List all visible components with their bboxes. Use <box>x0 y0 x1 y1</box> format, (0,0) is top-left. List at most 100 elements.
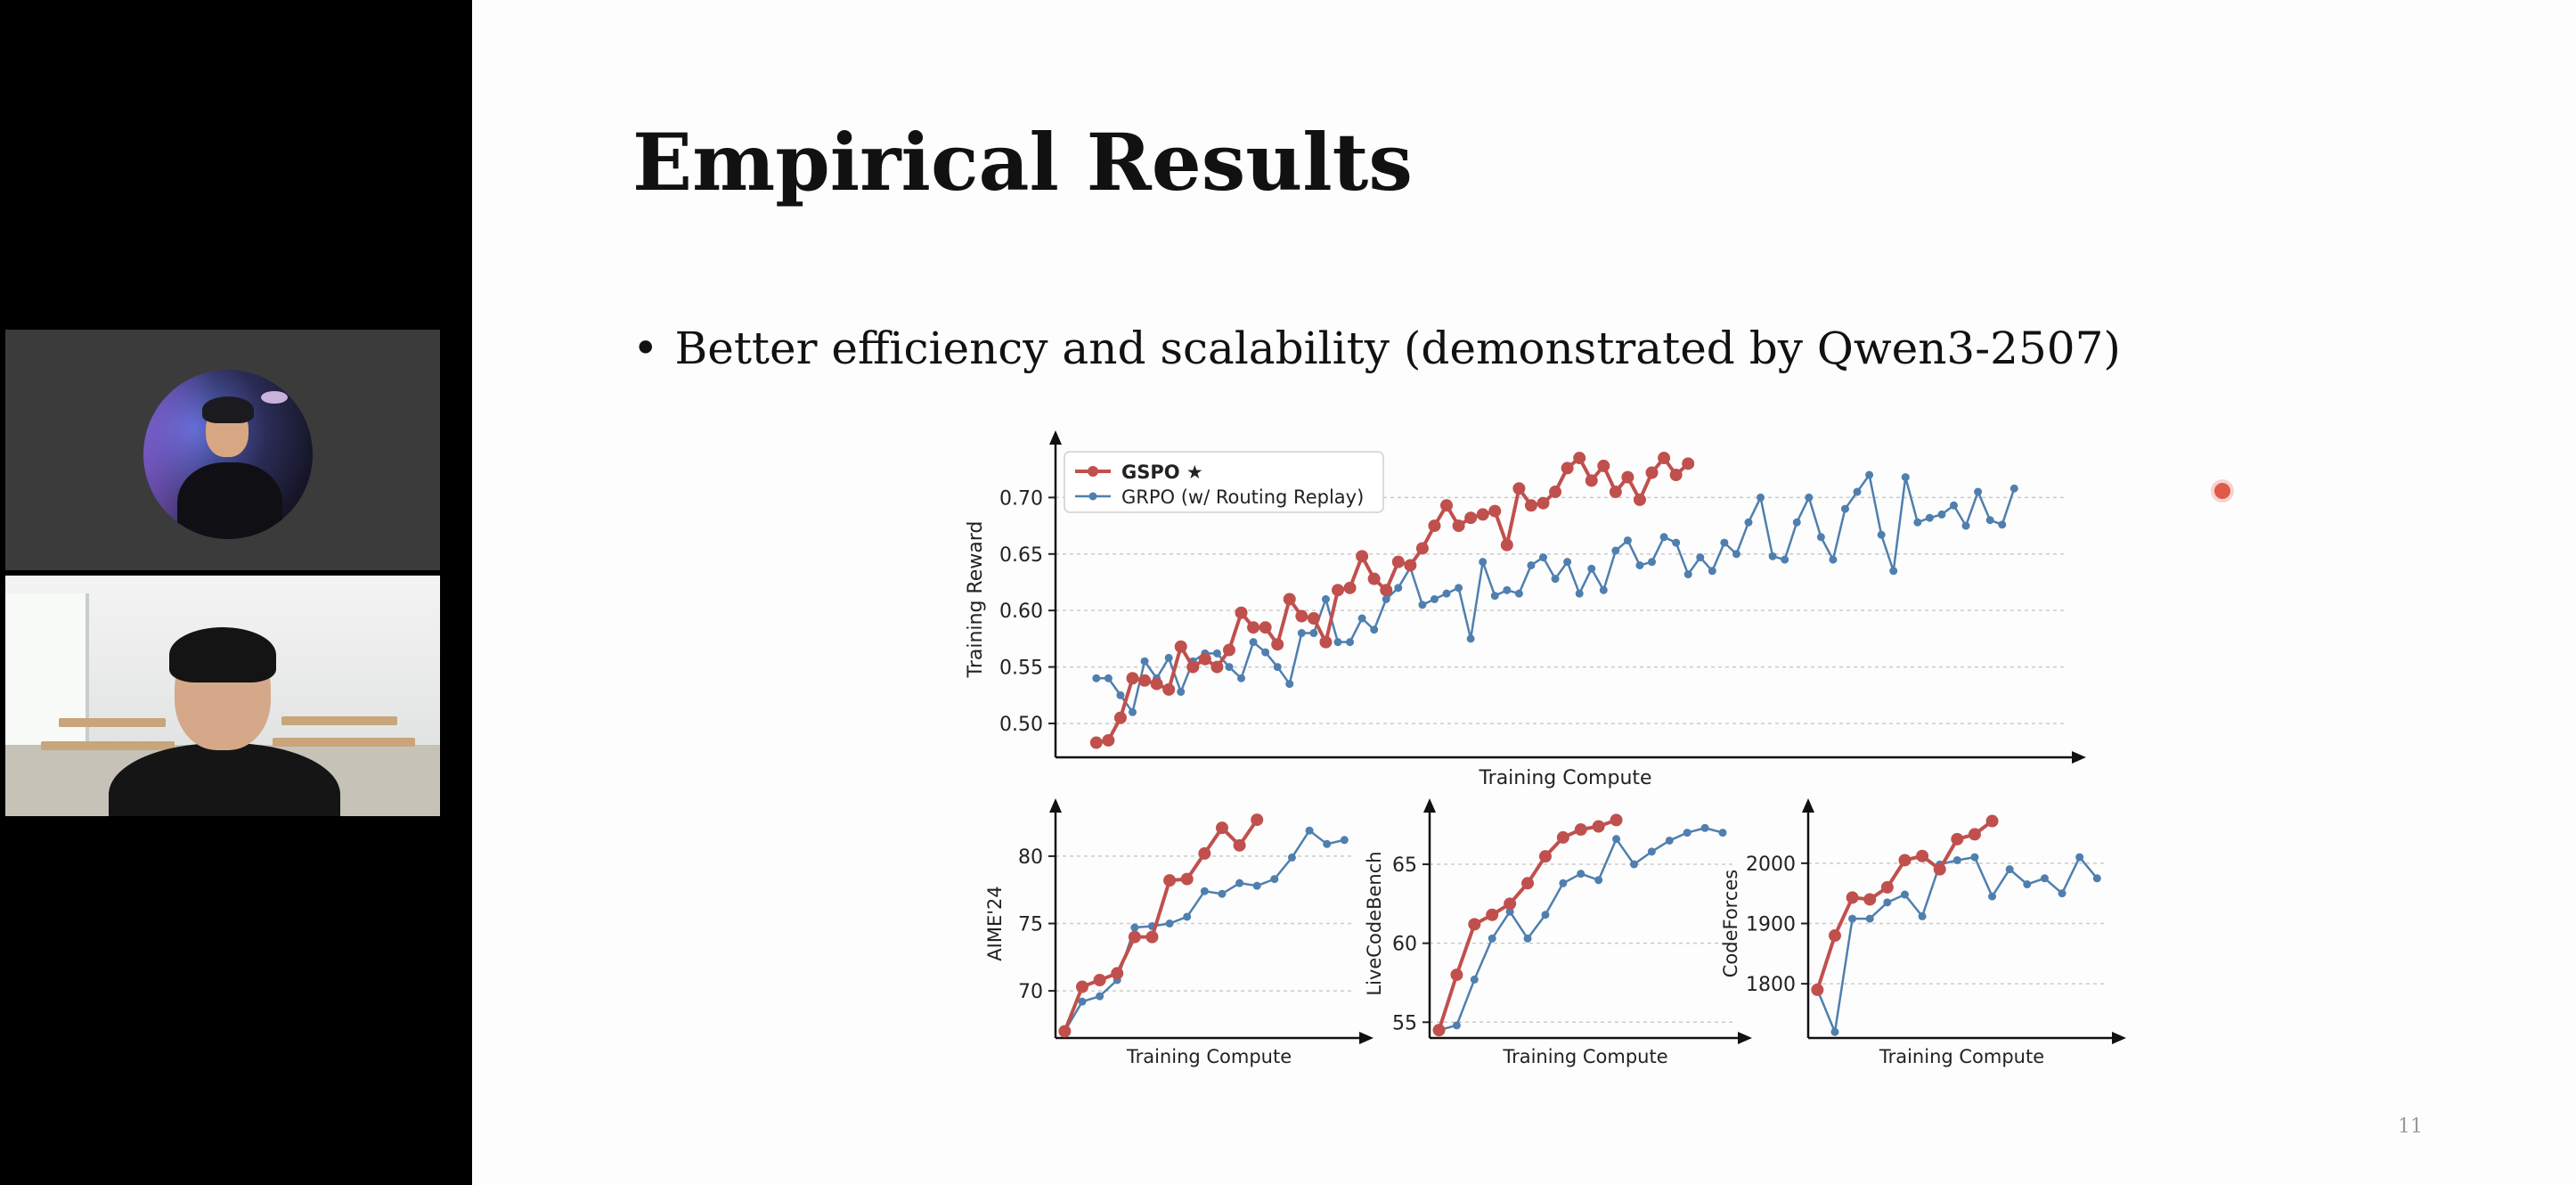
main-gspo-point <box>1186 660 1200 674</box>
main-grpo-point <box>1116 691 1125 699</box>
main-ytick-label: 0.55 <box>999 658 1043 680</box>
aime-grpo-point <box>1078 997 1087 1006</box>
main-ytick-label: 0.60 <box>999 601 1043 623</box>
aime-gspo-point <box>1075 980 1088 993</box>
main-grpo-point <box>1538 553 1547 562</box>
codeforces-gspo-point <box>1863 893 1877 906</box>
camera-desk <box>281 716 397 725</box>
livecode-grpo-point <box>1488 934 1496 943</box>
codeforces-gspo-point <box>1916 849 1929 862</box>
main-grpo-point <box>1455 584 1463 592</box>
livecode-grpo-series-line <box>1439 827 1724 1032</box>
main-gspo-point <box>1331 584 1344 597</box>
aime-gspo-point <box>1093 973 1106 986</box>
codeforces-gspo-point <box>1898 854 1912 867</box>
codeforces-gspo-point <box>1828 929 1841 943</box>
main-gspo-point <box>1561 462 1574 475</box>
livecode-grpo-point <box>1470 975 1479 984</box>
aime-gspo-point <box>1251 813 1264 827</box>
aime-gspo-point <box>1215 821 1228 835</box>
main-gspo-point <box>1585 474 1598 487</box>
main-gspo-point <box>1645 466 1659 479</box>
main-grpo-point <box>1225 663 1234 672</box>
aime-grpo-point <box>1165 919 1174 928</box>
main-grpo-point <box>1394 584 1403 592</box>
aime-grpo-point <box>1130 923 1139 932</box>
main-grpo-point <box>1563 558 1572 567</box>
main-grpo-point <box>1357 614 1366 623</box>
participant-tile-camera[interactable] <box>5 576 440 816</box>
main-gspo-point <box>1174 640 1187 653</box>
main-gspo-point <box>1452 519 1465 533</box>
main-grpo-point <box>1877 530 1886 539</box>
codeforces-ytick-label: 1900 <box>1746 914 1796 936</box>
aime-grpo-point <box>1218 889 1227 898</box>
main-grpo-point <box>1370 625 1379 634</box>
codeforces-x-axis-label: Training Compute <box>1879 1046 2044 1067</box>
camera-desk <box>41 741 175 750</box>
codeforces-grpo-point <box>1883 898 1892 907</box>
aime-grpo-point <box>1096 992 1105 1001</box>
codeforces-grpo-point <box>1918 911 1927 920</box>
livecode-grpo-point <box>1452 1021 1461 1030</box>
main-gspo-point <box>1247 621 1260 634</box>
main-gspo-point <box>1138 674 1152 687</box>
main-grpo-point <box>1587 564 1596 573</box>
main-gspo-point <box>1500 538 1513 552</box>
main-grpo-point <box>1889 567 1898 576</box>
main-grpo-point <box>1418 601 1427 609</box>
main-gspo-point <box>1573 452 1586 465</box>
codeforces-grpo-point <box>1865 914 1874 923</box>
main-gspo-point <box>1102 733 1115 747</box>
main-gspo-point <box>1669 469 1683 482</box>
avatar-torso <box>177 462 282 539</box>
codeforces-x-axis-arrow <box>2112 1032 2126 1044</box>
aime-ytick-label: 75 <box>1018 914 1043 936</box>
main-grpo-point <box>1937 510 1946 519</box>
main-grpo-point <box>1853 487 1862 496</box>
codeforces-grpo-point <box>1970 853 1979 862</box>
main-grpo-point <box>2009 484 2018 493</box>
codeforces-grpo-point <box>1952 855 1961 864</box>
codeforces-gspo-series-line <box>1815 819 1993 991</box>
codeforces-gspo-point <box>1968 828 1981 841</box>
livecode-gspo-point <box>1521 877 1535 890</box>
aime-grpo-point <box>1340 836 1349 845</box>
codeforces-grpo-point <box>2040 874 2049 883</box>
livecode-gspo-point <box>1610 813 1623 827</box>
legend-gspo-label: GSPO ★ <box>1121 462 1203 483</box>
aime-grpo-point <box>1200 887 1209 895</box>
aime-grpo-point <box>1183 912 1192 921</box>
aime-gspo-point <box>1111 967 1124 980</box>
main-grpo-point <box>1237 674 1246 682</box>
livecode-gspo-point <box>1432 1024 1446 1037</box>
main-gspo-point <box>1404 559 1417 572</box>
main-grpo-point <box>1442 589 1451 598</box>
main-grpo-point <box>1140 657 1149 666</box>
codeforces-gspo-point <box>1951 832 1964 846</box>
main-grpo-point <box>1249 638 1258 647</box>
main-gspo-point <box>1380 584 1393 597</box>
main-grpo-point <box>1599 585 1608 594</box>
main-gspo-point <box>1633 493 1646 506</box>
livecode-gspo-point <box>1450 968 1463 982</box>
main-gspo-point <box>1343 581 1357 594</box>
main-grpo-point <box>1998 520 2007 529</box>
livecode-grpo-point <box>1665 836 1674 845</box>
main-grpo-point <box>1503 585 1512 594</box>
main-grpo-point <box>1128 707 1137 716</box>
main-grpo-point <box>1261 648 1270 657</box>
main-grpo-point <box>1913 518 1922 527</box>
main-gspo-point <box>1222 643 1235 657</box>
main-grpo-point <box>1816 533 1825 542</box>
main-gspo-point <box>1089 736 1103 749</box>
livecode-gspo-point <box>1556 830 1569 844</box>
aime-gspo-point <box>1198 846 1211 860</box>
main-grpo-point <box>1527 560 1536 569</box>
main-gspo-point <box>1198 652 1211 666</box>
participant-tile-avatar[interactable] <box>5 330 440 570</box>
livecode-gspo-point <box>1468 918 1481 931</box>
main-grpo-point <box>1321 595 1330 603</box>
aime-gspo-point <box>1233 838 1246 852</box>
main-gspo-point <box>1126 672 1139 685</box>
